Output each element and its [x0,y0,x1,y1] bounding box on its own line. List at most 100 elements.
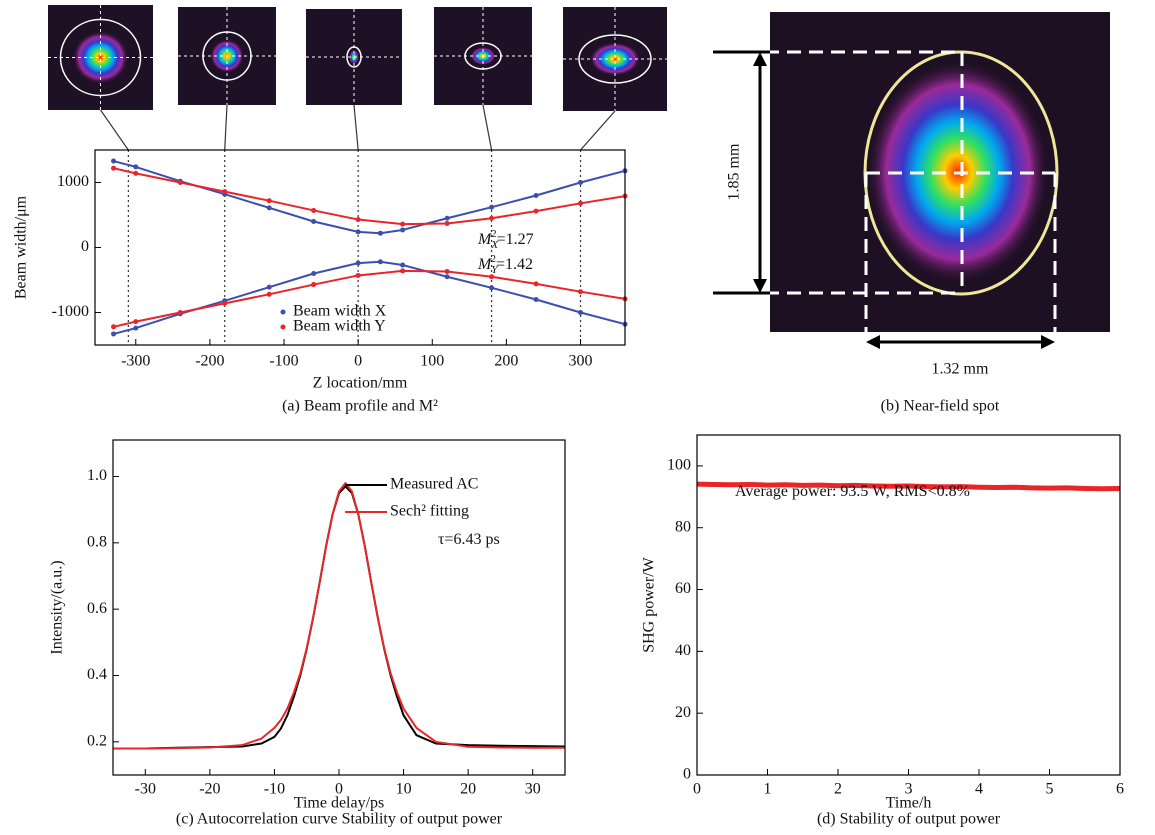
beam-inset [48,5,153,110]
data-point [111,331,117,337]
y-tick-label: 80 [675,518,691,535]
annotation: MX2=1.27 [477,228,534,251]
y-tick-label: 0 [81,238,89,255]
inset-connector [224,104,228,151]
x-tick-label: 6 [1116,781,1124,798]
y-tick-label: 0.8 [87,533,107,550]
legend-label: Sech² fitting [390,503,469,520]
x-tick-label: 4 [975,781,983,798]
series-line [113,482,565,750]
near-field-image [713,12,1110,375]
text-part: M [477,256,493,273]
data-point [444,220,450,226]
data-point [355,260,361,266]
text-part: M [477,231,493,248]
text-part: =1.27 [497,231,534,248]
beam-inset [178,7,276,105]
caption: (d) Stability of output power [817,811,1001,828]
data-point [266,198,272,204]
text-part: Y [491,264,499,276]
data-point [133,325,139,331]
data-point [578,310,584,315]
inset-connector [482,104,493,151]
x-tick-label: 0 [693,781,701,798]
y-tick-label: 100 [667,457,691,474]
y-tick-label: 40 [675,642,691,659]
data-point [400,268,406,274]
series-line [113,167,626,226]
data-point [111,324,117,330]
y-tick-label: 1000 [57,173,89,190]
x-tick-label: 3 [905,781,913,798]
data-point [489,285,495,291]
data-point [444,269,450,275]
y-tick-label: 0.6 [87,600,107,617]
data-point [377,230,383,236]
annotation: MY2=1.42 [477,253,533,276]
data-point [444,215,450,221]
data-point [311,271,317,276]
x-tick-label: 300 [569,353,593,370]
data-point [578,289,584,295]
data-point [578,180,584,185]
data-point [533,193,539,198]
width-label: 1.32 mm [932,361,989,378]
text-part: Average power: 93.5 W, RMS<0.8% [735,483,970,500]
x-axis-label: Time/h [886,795,932,812]
x-tick-label: 5 [1046,781,1054,798]
data-point [266,284,272,290]
data-point [533,208,539,214]
data-point [266,205,272,211]
x-tick-label: 1 [764,781,772,798]
x-tick-label: 20 [460,781,476,798]
data-point [311,282,317,288]
x-axis-label: Time delay/ps [294,795,385,812]
data-point [355,217,361,223]
data-point [133,170,139,176]
legend-label: Beam width Y [293,318,386,335]
inset-connector [353,104,359,151]
x-axis-label: Z location/mm [313,375,408,392]
text-part: 2 [490,253,496,265]
data-point [533,281,539,287]
text-part: X [490,239,499,251]
data-point [222,300,228,306]
data-point [177,310,183,315]
y-tick-label: 0.2 [87,733,107,750]
x-tick-label: 0 [354,353,362,370]
y-axis-label: Beam width/μm [13,195,30,299]
x-tick-label: -10 [264,781,285,798]
legend-marker [280,309,286,315]
legend-label: Beam width X [293,303,387,320]
beam-inset [434,7,532,105]
x-tick-label: 0 [335,781,343,798]
caption: (c) Autocorrelation curve Stability of o… [176,811,503,828]
series-line [113,160,626,235]
data-point [400,262,406,268]
text-part: =1.42 [496,256,533,273]
y-tick-label: 1.0 [87,467,107,484]
data-point [400,221,406,227]
series-line [696,481,1121,492]
annotation: Average power: 93.5 W, RMS<0.8% [735,483,970,500]
data-point [533,297,539,302]
data-point [266,291,272,297]
inset-spot [72,30,129,85]
x-tick-label: -300 [121,353,150,370]
y-tick-label: 0.4 [87,666,107,683]
y-tick-label: 60 [675,580,691,597]
data-point [177,180,183,185]
data-point [111,165,117,171]
beam-inset [306,9,402,105]
x-tick-label: -100 [269,353,298,370]
x-tick-label: 30 [525,781,541,798]
height-label: 1.85 mm [726,143,743,200]
x-tick-label: -200 [195,353,224,370]
caption: (a) Beam profile and M² [282,398,438,415]
data-point [355,272,361,278]
x-tick-label: -30 [135,781,156,798]
y-tick-label: 0 [683,766,691,783]
data-point [489,215,495,221]
x-tick-label: 200 [494,353,518,370]
y-tick-label: -1000 [52,303,89,320]
